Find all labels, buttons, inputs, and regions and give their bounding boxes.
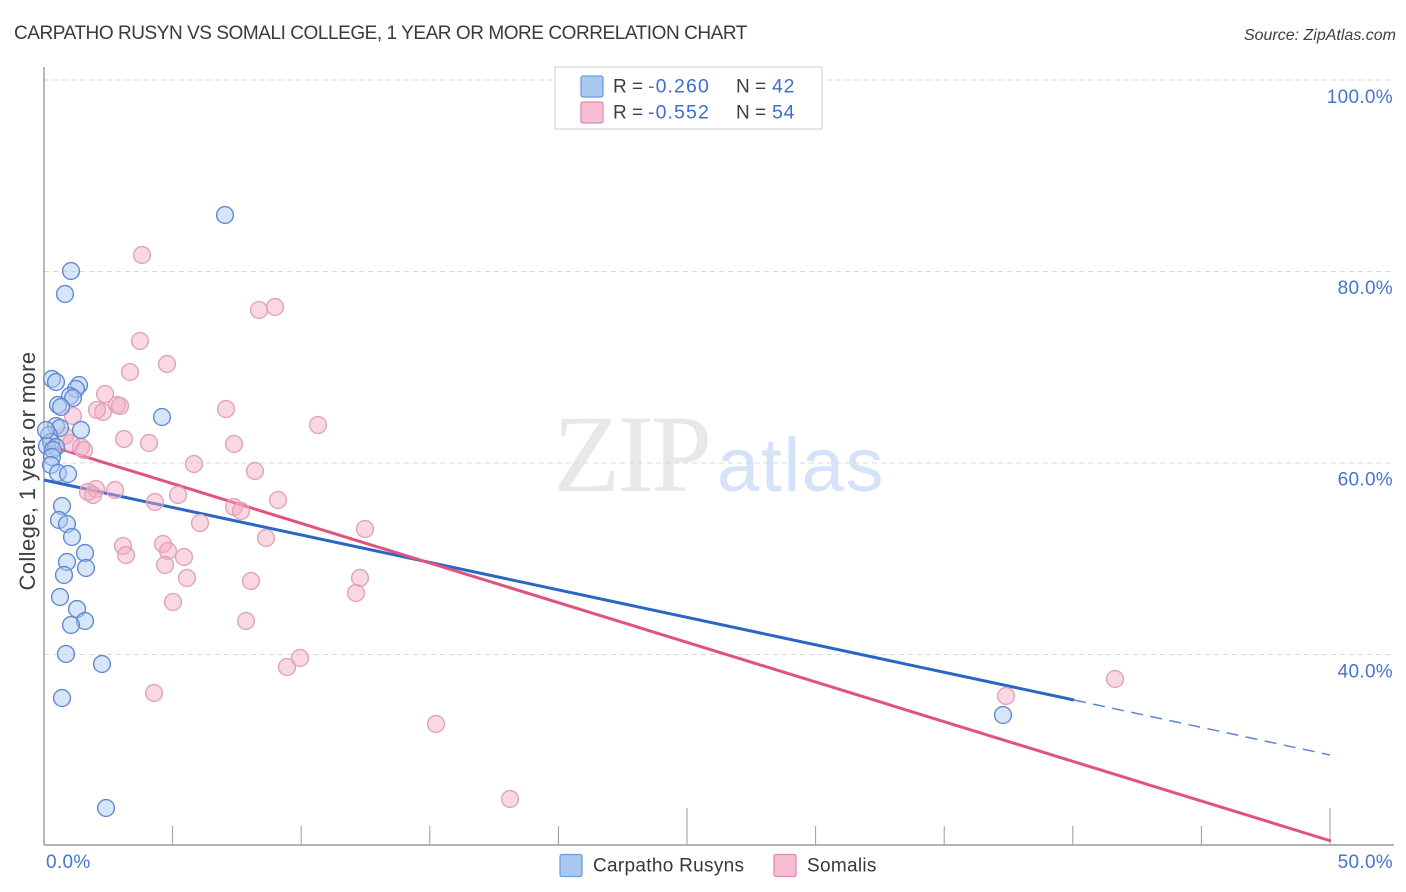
svg-text:ZIP: ZIP	[553, 393, 709, 515]
svg-text:Carpatho Rusyns: Carpatho Rusyns	[593, 856, 744, 877]
svg-text:CARPATHO RUSYN VS SOMALI COLLE: CARPATHO RUSYN VS SOMALI COLLEGE, 1 YEAR…	[14, 23, 748, 44]
svg-text:-0.552: -0.552	[648, 102, 710, 124]
svg-text:atlas: atlas	[717, 423, 885, 508]
svg-text:100.0%: 100.0%	[1327, 87, 1393, 108]
svg-text:0.0%: 0.0%	[46, 852, 91, 873]
svg-text:42: 42	[772, 76, 795, 98]
svg-text:Source: ZipAtlas.com: Source: ZipAtlas.com	[1244, 27, 1396, 44]
svg-text:54: 54	[772, 102, 795, 124]
svg-text:Somalis: Somalis	[807, 856, 877, 877]
svg-text:R =: R =	[613, 103, 643, 124]
svg-text:80.0%: 80.0%	[1338, 278, 1393, 299]
svg-text:40.0%: 40.0%	[1338, 662, 1393, 683]
svg-text:N =: N =	[736, 77, 766, 98]
svg-text:-0.260: -0.260	[648, 76, 710, 98]
svg-text:College, 1 year or more: College, 1 year or more	[15, 351, 40, 590]
svg-text:R =: R =	[613, 77, 643, 98]
svg-text:50.0%: 50.0%	[1338, 852, 1393, 873]
svg-text:N =: N =	[736, 103, 766, 124]
svg-text:60.0%: 60.0%	[1338, 470, 1393, 491]
